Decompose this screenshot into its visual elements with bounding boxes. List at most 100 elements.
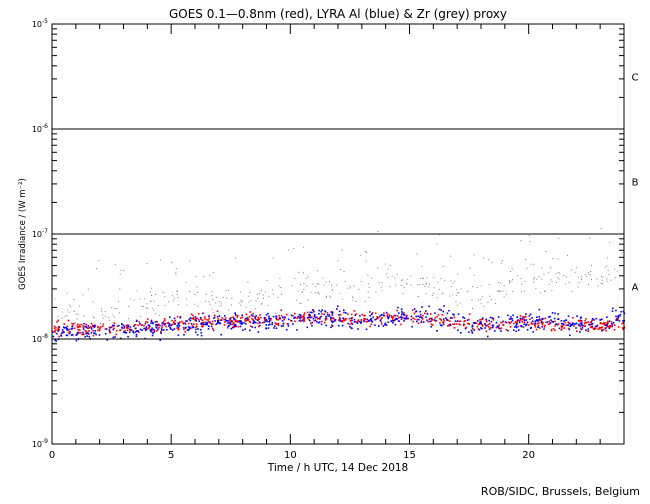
- data-point-al: [296, 329, 298, 331]
- data-point-goes: [459, 324, 461, 326]
- data-point-zr: [325, 296, 327, 298]
- data-point-zr: [512, 290, 514, 292]
- data-point-zr: [609, 242, 611, 244]
- data-point-goes: [486, 324, 488, 327]
- data-point-zr: [601, 283, 603, 285]
- data-point-al: [233, 317, 235, 319]
- data-point-goes: [386, 314, 388, 317]
- data-point-al: [58, 326, 61, 328]
- data-point-goes: [446, 325, 449, 327]
- data-point-al: [557, 318, 560, 320]
- data-point-goes: [200, 318, 202, 320]
- data-point-goes: [613, 329, 616, 331]
- data-point-al: [159, 339, 161, 341]
- data-point-goes: [508, 321, 511, 324]
- data-point-zr: [83, 315, 85, 317]
- data-point-al: [332, 317, 335, 320]
- data-point-al: [139, 328, 142, 331]
- data-point-zr: [450, 280, 452, 282]
- data-point-al: [70, 334, 73, 336]
- data-point-goes: [609, 325, 612, 327]
- data-point-goes: [363, 317, 365, 320]
- data-point-al: [85, 326, 88, 329]
- data-point-al: [411, 325, 413, 328]
- data-point-al: [325, 315, 327, 318]
- data-point-al: [176, 325, 178, 327]
- data-point-goes: [366, 320, 369, 323]
- data-point-al: [178, 322, 180, 325]
- data-point-al: [231, 326, 234, 329]
- data-point-al: [620, 310, 622, 313]
- data-point-goes: [195, 323, 198, 325]
- data-point-goes: [600, 326, 602, 329]
- data-point-zr: [473, 254, 475, 256]
- data-point-zr: [197, 291, 198, 293]
- data-point-zr: [386, 273, 387, 275]
- data-point-goes: [374, 312, 377, 315]
- data-point-al: [170, 324, 173, 327]
- data-point-al: [426, 313, 429, 315]
- data-point-al: [500, 330, 502, 332]
- data-point-zr: [597, 285, 599, 287]
- data-point-al: [568, 328, 571, 331]
- data-point-al: [90, 331, 93, 334]
- data-point-al: [537, 319, 539, 321]
- data-point-goes: [584, 322, 586, 324]
- data-point-goes: [509, 326, 512, 328]
- data-point-goes: [316, 316, 318, 319]
- data-point-zr: [147, 308, 149, 310]
- data-point-goes: [420, 320, 423, 322]
- data-point-zr: [589, 237, 591, 239]
- data-point-zr: [581, 278, 582, 280]
- data-point-goes: [237, 314, 239, 317]
- data-point-goes: [146, 328, 149, 330]
- data-point-goes: [475, 322, 477, 324]
- data-point-goes: [212, 327, 214, 330]
- data-point-zr: [212, 298, 214, 300]
- data-point-goes: [277, 319, 279, 321]
- data-point-goes: [232, 316, 234, 318]
- data-point-al: [369, 319, 371, 321]
- data-point-goes: [101, 325, 104, 328]
- data-point-goes: [275, 323, 278, 325]
- data-point-goes: [201, 325, 203, 328]
- data-point-goes: [515, 322, 518, 324]
- data-point-goes: [339, 319, 341, 321]
- data-point-goes: [276, 318, 278, 321]
- data-point-zr: [548, 283, 550, 285]
- data-point-goes: [63, 323, 65, 325]
- data-point-goes: [301, 315, 304, 318]
- data-point-al: [293, 317, 295, 319]
- data-point-zr: [471, 299, 473, 301]
- data-point-goes: [326, 312, 329, 314]
- x-tick-label: 0: [49, 450, 55, 461]
- data-point-goes: [85, 325, 88, 328]
- data-point-al: [436, 330, 438, 332]
- data-point-goes: [67, 319, 70, 322]
- data-point-al: [265, 320, 267, 323]
- data-point-al: [282, 322, 285, 325]
- data-point-al: [299, 314, 302, 316]
- data-point-goes: [560, 325, 563, 328]
- data-point-al: [397, 306, 399, 309]
- data-point-zr: [82, 294, 84, 296]
- data-point-goes: [547, 323, 550, 326]
- data-point-al: [358, 320, 361, 323]
- data-point-zr: [212, 312, 214, 314]
- data-point-zr: [368, 286, 370, 288]
- data-point-zr: [74, 322, 76, 323]
- y-tick-label: 10-6: [32, 123, 48, 134]
- data-point-al: [284, 316, 286, 318]
- data-point-goes: [502, 324, 505, 327]
- data-point-al: [410, 315, 413, 318]
- data-point-goes: [99, 327, 101, 329]
- data-point-al: [84, 325, 87, 328]
- data-point-al: [94, 330, 96, 332]
- data-point-goes: [155, 330, 158, 332]
- data-point-al: [255, 315, 257, 317]
- data-point-goes: [299, 320, 302, 322]
- data-point-al: [471, 324, 474, 327]
- data-point-goes: [233, 326, 235, 329]
- data-point-goes: [302, 318, 304, 321]
- data-point-zr: [550, 267, 552, 269]
